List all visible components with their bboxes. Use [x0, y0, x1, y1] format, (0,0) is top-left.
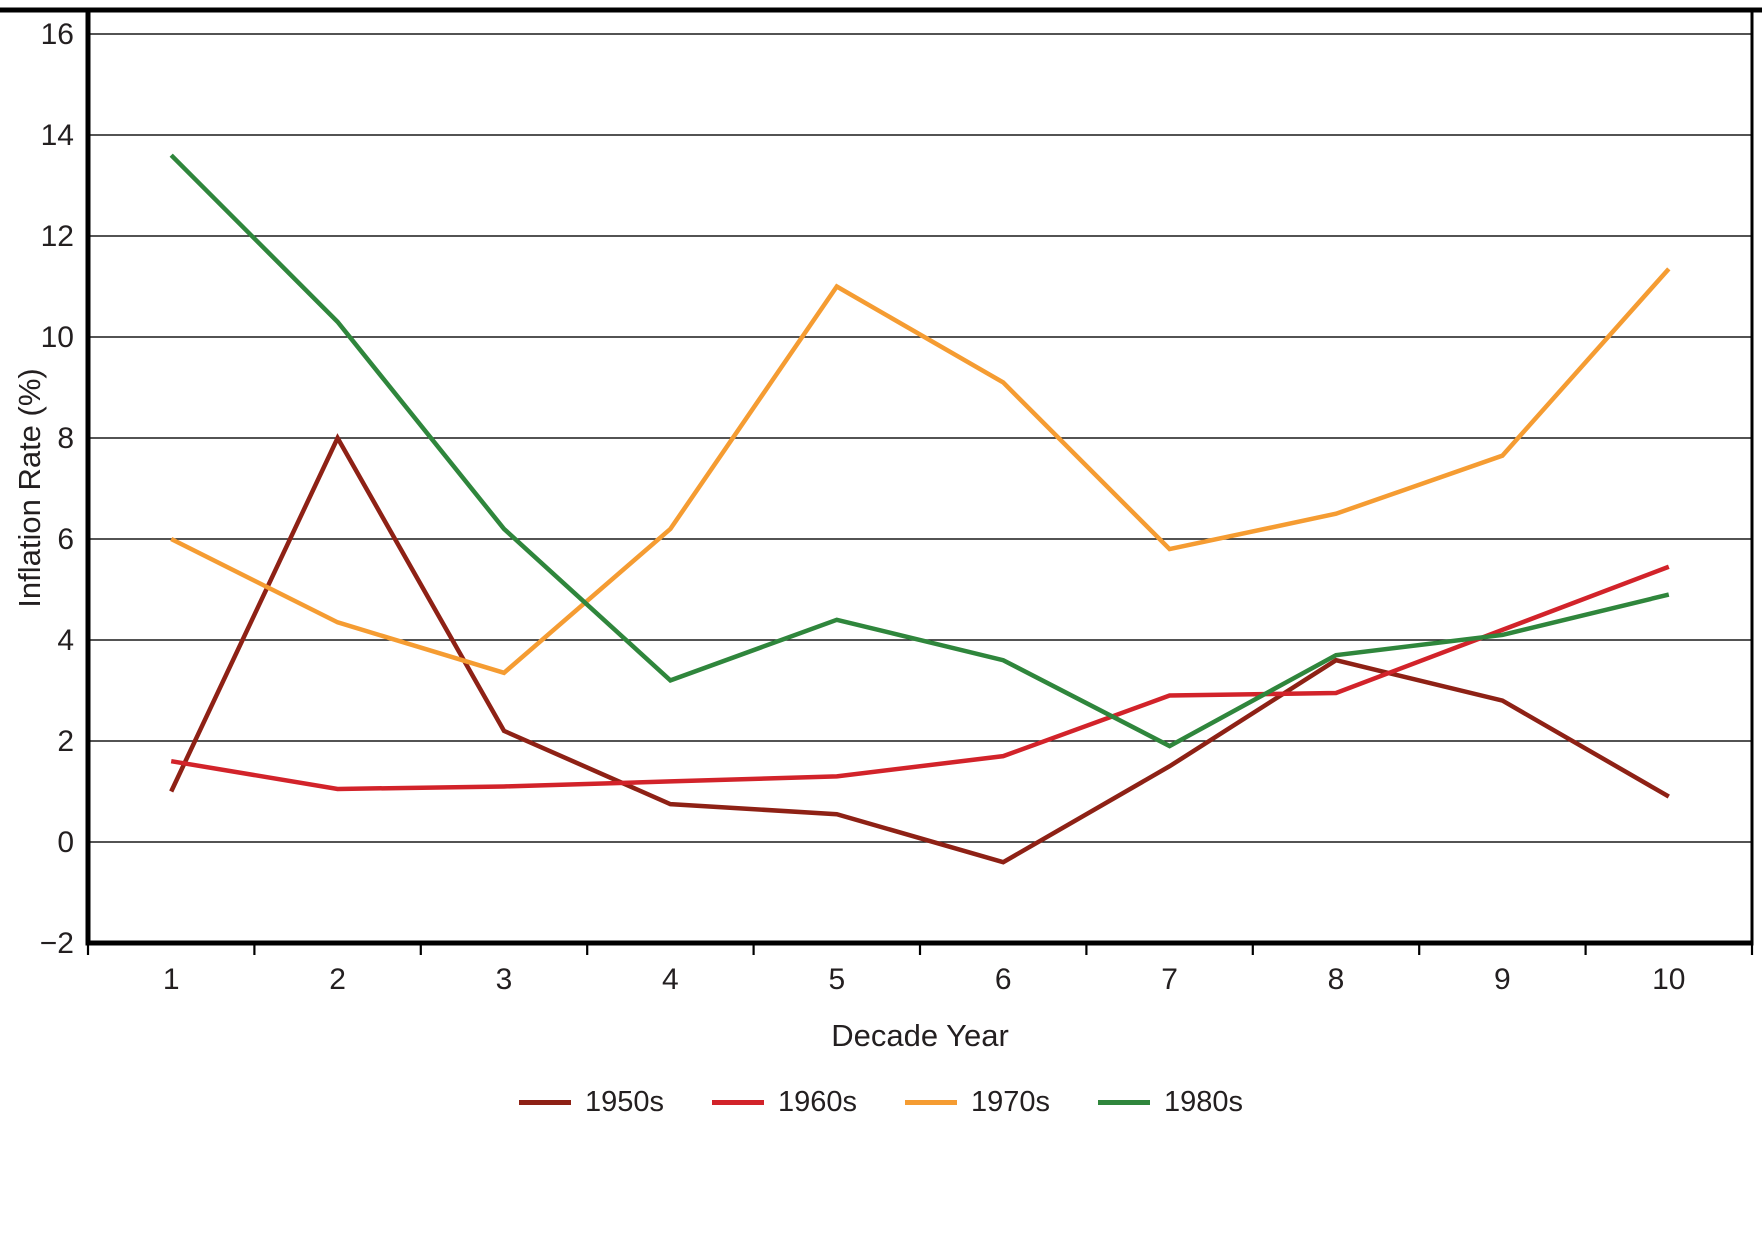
y-axis-title: Inflation Rate (%): [12, 368, 47, 608]
series-line-1970s: [170, 267, 1671, 676]
y-tick-label: 0: [57, 826, 74, 859]
y-tick-label: 16: [41, 18, 74, 51]
series-line-1980s: [169, 153, 1670, 749]
x-tick-label: 7: [1161, 963, 1178, 996]
y-tick-label: 2: [57, 725, 74, 758]
legend-label: 1950s: [584, 1086, 664, 1118]
chart-legend: 1950s 1960s 1970s 1980s: [0, 1086, 1762, 1119]
x-tick-label: 5: [828, 963, 845, 996]
series-line-1960s: [170, 564, 1670, 792]
y-tick-label: 8: [57, 422, 74, 455]
x-tick-label: 1: [163, 963, 180, 996]
legend-item-1950s: 1950s: [518, 1086, 664, 1119]
x-tick-label: 3: [496, 963, 513, 996]
legend-label: 1980s: [1164, 1086, 1244, 1118]
x-tick-label: 4: [662, 963, 679, 996]
y-tick-label: −2: [40, 927, 74, 960]
x-tick-label: 6: [995, 963, 1012, 996]
y-tick-label: 12: [41, 220, 74, 253]
legend-item-1970s: 1970s: [905, 1086, 1050, 1119]
y-tick-label: 14: [41, 119, 74, 152]
legend-line-swatch-1980s: [1098, 1100, 1151, 1105]
x-tick-label: 9: [1494, 963, 1511, 996]
y-tick-label: 10: [41, 321, 74, 354]
x-tick-label: 8: [1328, 963, 1345, 996]
legend-label: 1960s: [777, 1086, 857, 1118]
x-tick-label: 10: [1652, 963, 1685, 996]
legend-item-1980s: 1980s: [1098, 1086, 1243, 1119]
y-tick-label: 6: [57, 523, 74, 556]
series-line-1950s: [169, 433, 1670, 865]
legend-item-1960s: 1960s: [711, 1086, 857, 1119]
legend-line-swatch-1970s: [905, 1100, 957, 1105]
x-axis-title: Decade Year: [831, 1018, 1009, 1053]
y-tick-label: 4: [57, 624, 74, 657]
legend-label: 1970s: [971, 1086, 1051, 1118]
x-tick-label: 2: [329, 963, 346, 996]
legend-line-swatch-1950s: [518, 1100, 571, 1105]
legend-line-swatch-1960s: [711, 1100, 764, 1105]
